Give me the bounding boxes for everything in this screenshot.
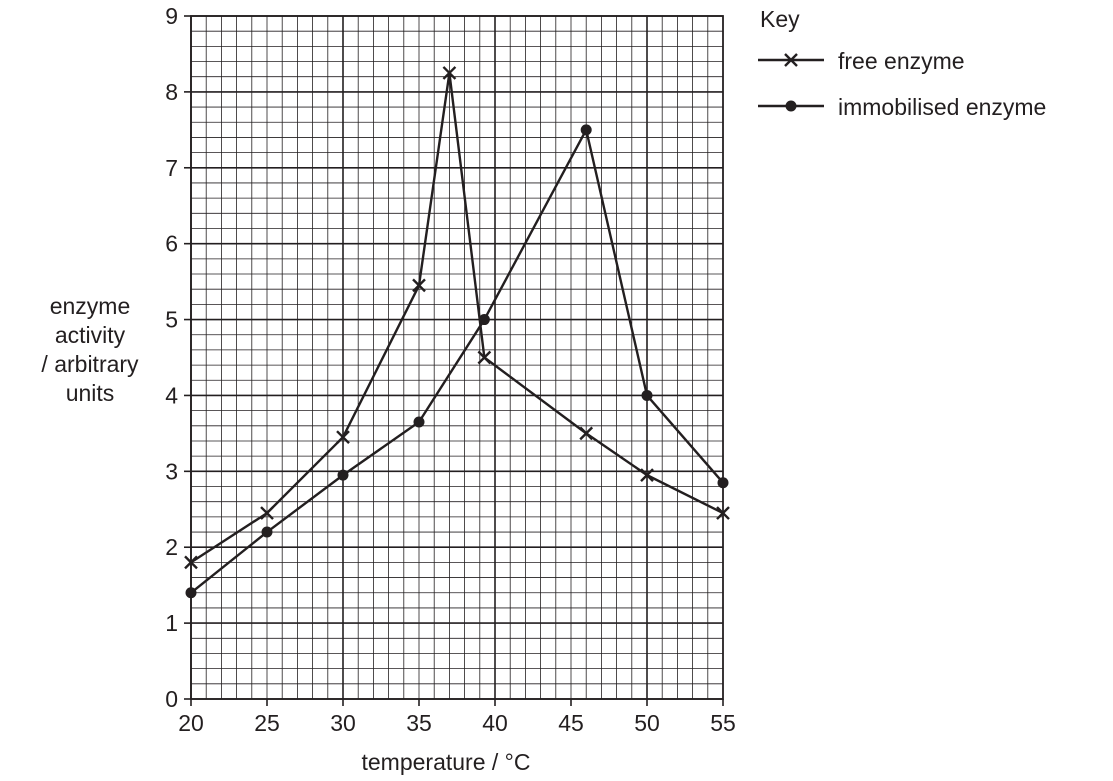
x-tick-label: 40 [482, 710, 508, 736]
y-tick-label: 1 [165, 610, 178, 636]
data-point-free-enzyme [260, 506, 274, 520]
x-tick-label: 55 [710, 710, 736, 736]
series-layer [184, 66, 730, 599]
legend-sample-free-enzyme [758, 53, 824, 67]
x-tick-label: 25 [254, 710, 280, 736]
x-tick-label: 45 [558, 710, 584, 736]
y-tick-label: 7 [165, 155, 178, 181]
y-tick-label: 8 [165, 79, 178, 105]
y-axis-title-line: enzyme [49, 293, 131, 319]
minor-gridlines [190, 15, 724, 700]
data-point-free-enzyme [477, 350, 492, 365]
x-tick-label: 50 [634, 710, 660, 736]
data-point-free-enzyme [640, 468, 654, 482]
data-point-free-enzyme [716, 506, 730, 520]
data-point-immobilised-enzyme [478, 314, 490, 326]
y-tick-label: 9 [165, 3, 178, 29]
y-tick-label: 6 [165, 231, 178, 257]
legend-sample-immobilised-enzyme [758, 100, 824, 112]
major-gridlines [190, 15, 723, 700]
legend-title: Key [760, 6, 800, 32]
y-axis-title-line: activity [54, 322, 126, 348]
data-point-immobilised-enzyme [261, 526, 273, 538]
data-point-immobilised-enzyme [641, 389, 653, 401]
data-point-immobilised-enzyme [413, 416, 425, 428]
x-tick-label: 35 [406, 710, 432, 736]
y-tick-label: 5 [165, 307, 178, 333]
legend-label-free-enzyme: free enzyme [838, 48, 965, 74]
y-axis-title-line: / arbitrary [41, 351, 139, 377]
x-axis-title: temperature / °C [362, 749, 531, 775]
data-point-free-enzyme [184, 555, 198, 570]
data-point-free-enzyme [412, 278, 426, 293]
x-tick-label: 20 [178, 710, 204, 736]
x-tick-labels: 20 25 30 35 40 45 50 55 [178, 699, 736, 736]
legend-marker-free-enzyme [784, 53, 798, 67]
plot-frame [190, 15, 724, 700]
y-tick-label: 4 [165, 382, 178, 408]
y-axis-title-line: units [65, 380, 115, 406]
series-line-free-enzyme [190, 71, 724, 564]
y-tick-label: 0 [165, 686, 178, 712]
data-point-immobilised-enzyme [717, 477, 729, 489]
legend-marker-immobilised-enzyme [785, 100, 797, 112]
y-tick-labels: 0 1 2 3 4 5 6 7 8 9 [165, 3, 191, 712]
axes [190, 15, 724, 700]
series-line-immobilised-enzyme [190, 128, 724, 594]
legend [758, 53, 824, 112]
y-tick-label: 2 [165, 534, 178, 560]
y-tick-label: 3 [165, 458, 178, 484]
data-point-immobilised-enzyme [185, 587, 197, 599]
data-point-immobilised-enzyme [580, 124, 592, 136]
data-point-free-enzyme [336, 430, 350, 445]
data-point-free-enzyme [579, 426, 594, 441]
legend-label-immobilised-enzyme: immobilised enzyme [838, 94, 1047, 120]
data-point-immobilised-enzyme [337, 469, 349, 481]
x-tick-label: 30 [330, 710, 356, 736]
data-point-free-enzyme [442, 66, 457, 80]
